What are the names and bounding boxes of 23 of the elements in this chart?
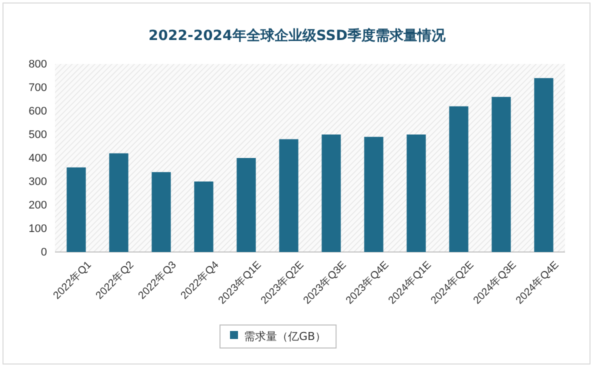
bar xyxy=(152,172,171,252)
bar xyxy=(66,167,86,252)
bar xyxy=(236,158,256,252)
legend-label: 需求量（亿GB） xyxy=(244,330,326,343)
bar xyxy=(279,139,298,252)
bar xyxy=(322,134,341,252)
chart-title: 2022-2024年全球企业级SSD季度需求量情况 xyxy=(148,27,446,44)
y-tick-label: 400 xyxy=(28,152,47,165)
bar xyxy=(492,96,511,252)
y-tick-label: 200 xyxy=(28,200,47,212)
bar xyxy=(109,153,128,252)
bar xyxy=(449,106,468,252)
bar xyxy=(364,136,384,252)
y-tick-label: 600 xyxy=(28,106,47,118)
y-tick-label: 800 xyxy=(28,58,47,71)
bar xyxy=(534,78,554,252)
y-tick-label: 700 xyxy=(28,82,47,94)
y-tick-label: 0 xyxy=(40,246,47,259)
y-tick-label: 100 xyxy=(28,223,47,236)
bar xyxy=(194,182,214,252)
y-tick-label: 500 xyxy=(28,129,47,142)
bar xyxy=(406,134,426,252)
y-tick-label: 300 xyxy=(28,176,47,188)
